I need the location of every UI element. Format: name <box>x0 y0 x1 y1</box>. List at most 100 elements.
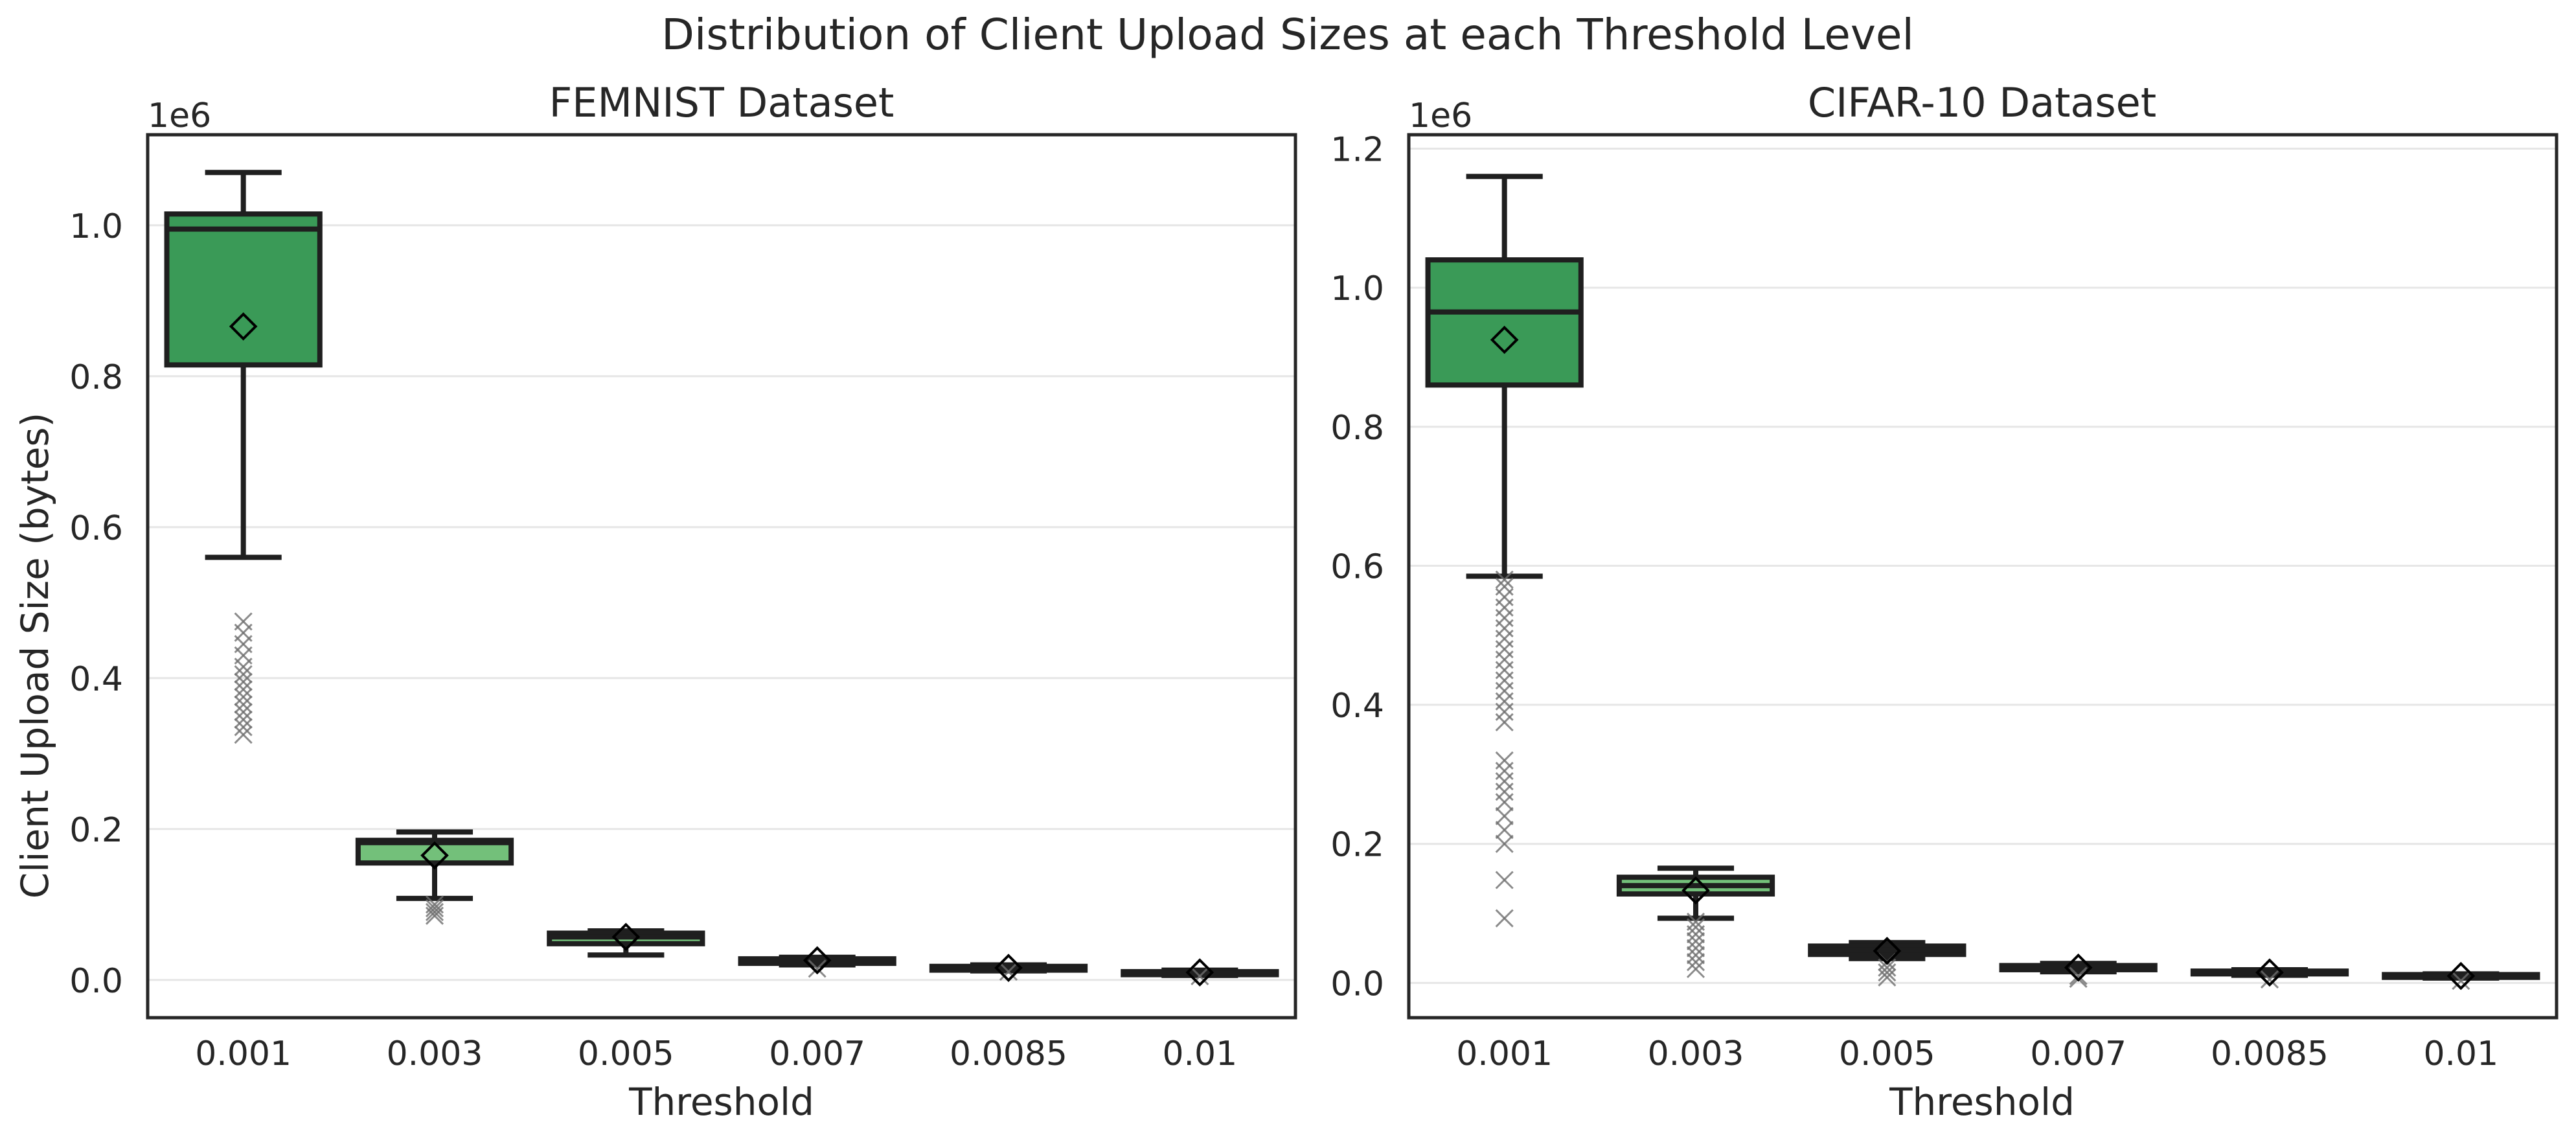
femnist-xtick-label: 0.001 <box>195 1035 291 1073</box>
femnist-xtick-label: 0.01 <box>1162 1035 1237 1073</box>
outlier-stroke <box>1495 570 1514 589</box>
femnist-offset-label: 1e6 <box>148 97 211 135</box>
outlier-marker <box>999 962 1018 981</box>
cifar10-ytick-label: 0.2 <box>1330 826 1384 865</box>
outlier-stroke <box>1686 932 1705 951</box>
cifar10-ytick-label: 0.0 <box>1330 965 1384 1003</box>
cifar10-ytick-label: 0.8 <box>1330 409 1384 448</box>
outlier-stroke <box>2452 972 2470 990</box>
cifar10-box-0.0085 <box>2190 958 2349 989</box>
outlier-stroke <box>2069 967 2088 985</box>
outlier-stroke <box>808 959 826 978</box>
outlier-marker <box>2069 967 2088 985</box>
outlier-marker <box>1495 751 1514 770</box>
outlier-stroke <box>1686 912 1705 931</box>
femnist-xlabel: Threshold <box>628 1080 814 1124</box>
cifar10-ytick-label: 0.6 <box>1330 547 1384 586</box>
cifar10-xlabel: Threshold <box>1889 1080 2075 1124</box>
outlier-stroke <box>234 687 253 706</box>
cifar10-box-0.003 <box>1616 865 1775 978</box>
outlier-marker <box>2452 972 2470 990</box>
femnist-box-0.01 <box>1121 958 1279 987</box>
outlier-stroke <box>1686 939 1705 957</box>
outlier-stroke <box>234 718 253 737</box>
outlier-marker <box>1878 968 1897 987</box>
femnist-ytick-label: 0.8 <box>69 358 123 397</box>
outlier-stroke <box>1495 834 1514 853</box>
outlier-stroke <box>1495 577 1514 596</box>
outlier-marker <box>234 695 253 714</box>
outlier-marker <box>1495 570 1514 589</box>
outlier-stroke <box>1495 821 1514 840</box>
cifar10-title: CIFAR-10 Dataset <box>1808 79 2156 126</box>
outlier-stroke <box>234 703 253 722</box>
outlier-stroke <box>1878 968 1897 987</box>
outlier-stroke <box>2260 970 2279 989</box>
outlier-marker <box>1495 821 1514 840</box>
mean-marker <box>1873 937 1902 965</box>
outlier-marker <box>1878 958 1897 977</box>
mean-marker <box>803 946 832 975</box>
outlier-stroke <box>234 726 253 744</box>
outlier-marker <box>234 687 253 706</box>
outlier-marker <box>234 726 253 744</box>
femnist-box-0.005 <box>547 922 705 958</box>
figure-suptitle: Distribution of Client Upload Sizes at e… <box>661 10 1914 60</box>
cifar10-xtick-label: 0.007 <box>2030 1035 2126 1073</box>
cifar10-box-0.01 <box>2382 961 2540 990</box>
outlier-marker <box>1495 871 1514 889</box>
outlier-stroke <box>425 902 444 921</box>
outlier-stroke <box>234 672 253 691</box>
outlier-stroke <box>1878 958 1897 977</box>
mean-marker <box>420 841 449 870</box>
outlier-marker <box>808 959 826 978</box>
cifar10-offset-label: 1e6 <box>1409 97 1472 135</box>
outlier-marker <box>1686 918 1705 937</box>
femnist-panel: FEMNIST Dataset 1e6 Client Upload Size (… <box>13 79 1297 1124</box>
femnist-box-0.001 <box>164 170 323 744</box>
outlier-stroke <box>1686 959 1705 978</box>
outlier-marker <box>1686 953 1705 972</box>
femnist-plot-area <box>148 170 1295 987</box>
outlier-marker <box>234 665 253 684</box>
femnist-ytick-label: 1.0 <box>69 207 123 246</box>
cifar10-ytick-label: 0.4 <box>1330 687 1384 726</box>
outlier-marker <box>1495 909 1514 928</box>
cifar10-box-0.001 <box>1425 174 1584 928</box>
cifar10-plot-area <box>1409 147 2557 990</box>
outlier-stroke <box>234 710 253 729</box>
outlier-stroke <box>1686 946 1705 965</box>
outlier-marker <box>1495 577 1514 596</box>
outlier-stroke <box>425 899 444 918</box>
femnist-ytick-label: 0.2 <box>69 811 123 850</box>
mean-marker <box>611 922 641 952</box>
cifar10-xtick-label: 0.01 <box>2423 1035 2498 1073</box>
outlier-marker <box>1495 834 1514 853</box>
outlier-stroke <box>234 665 253 684</box>
outlier-marker <box>425 902 444 921</box>
outlier-marker <box>234 710 253 729</box>
mean-marker <box>2446 961 2476 990</box>
cifar10-axes-frame <box>1407 133 2559 1020</box>
outlier-marker <box>425 899 444 918</box>
femnist-ylabel: Client Upload Size (bytes) <box>13 413 57 899</box>
outlier-stroke <box>1495 751 1514 770</box>
cifar10-ytick-label: 1.0 <box>1330 269 1384 308</box>
outlier-stroke <box>1686 953 1705 972</box>
mean-marker <box>2064 953 2093 982</box>
outlier-marker <box>1686 939 1705 957</box>
femnist-xtick-label: 0.007 <box>769 1035 865 1073</box>
outlier-marker <box>234 672 253 691</box>
femnist-ytick-label: 0.4 <box>69 660 123 699</box>
mean-marker <box>1681 876 1710 905</box>
outlier-marker <box>1495 807 1514 825</box>
outlier-stroke <box>1495 871 1514 889</box>
cifar10-box-0.005 <box>1808 937 1966 987</box>
femnist-xtick-label: 0.003 <box>387 1035 483 1073</box>
outlier-stroke <box>999 962 1018 981</box>
femnist-box-0.003 <box>355 829 514 925</box>
femnist-ytick-label: 0.6 <box>69 509 123 548</box>
cifar10-ytick-label: 1.2 <box>1330 130 1384 169</box>
iqr-box <box>1425 257 1584 388</box>
